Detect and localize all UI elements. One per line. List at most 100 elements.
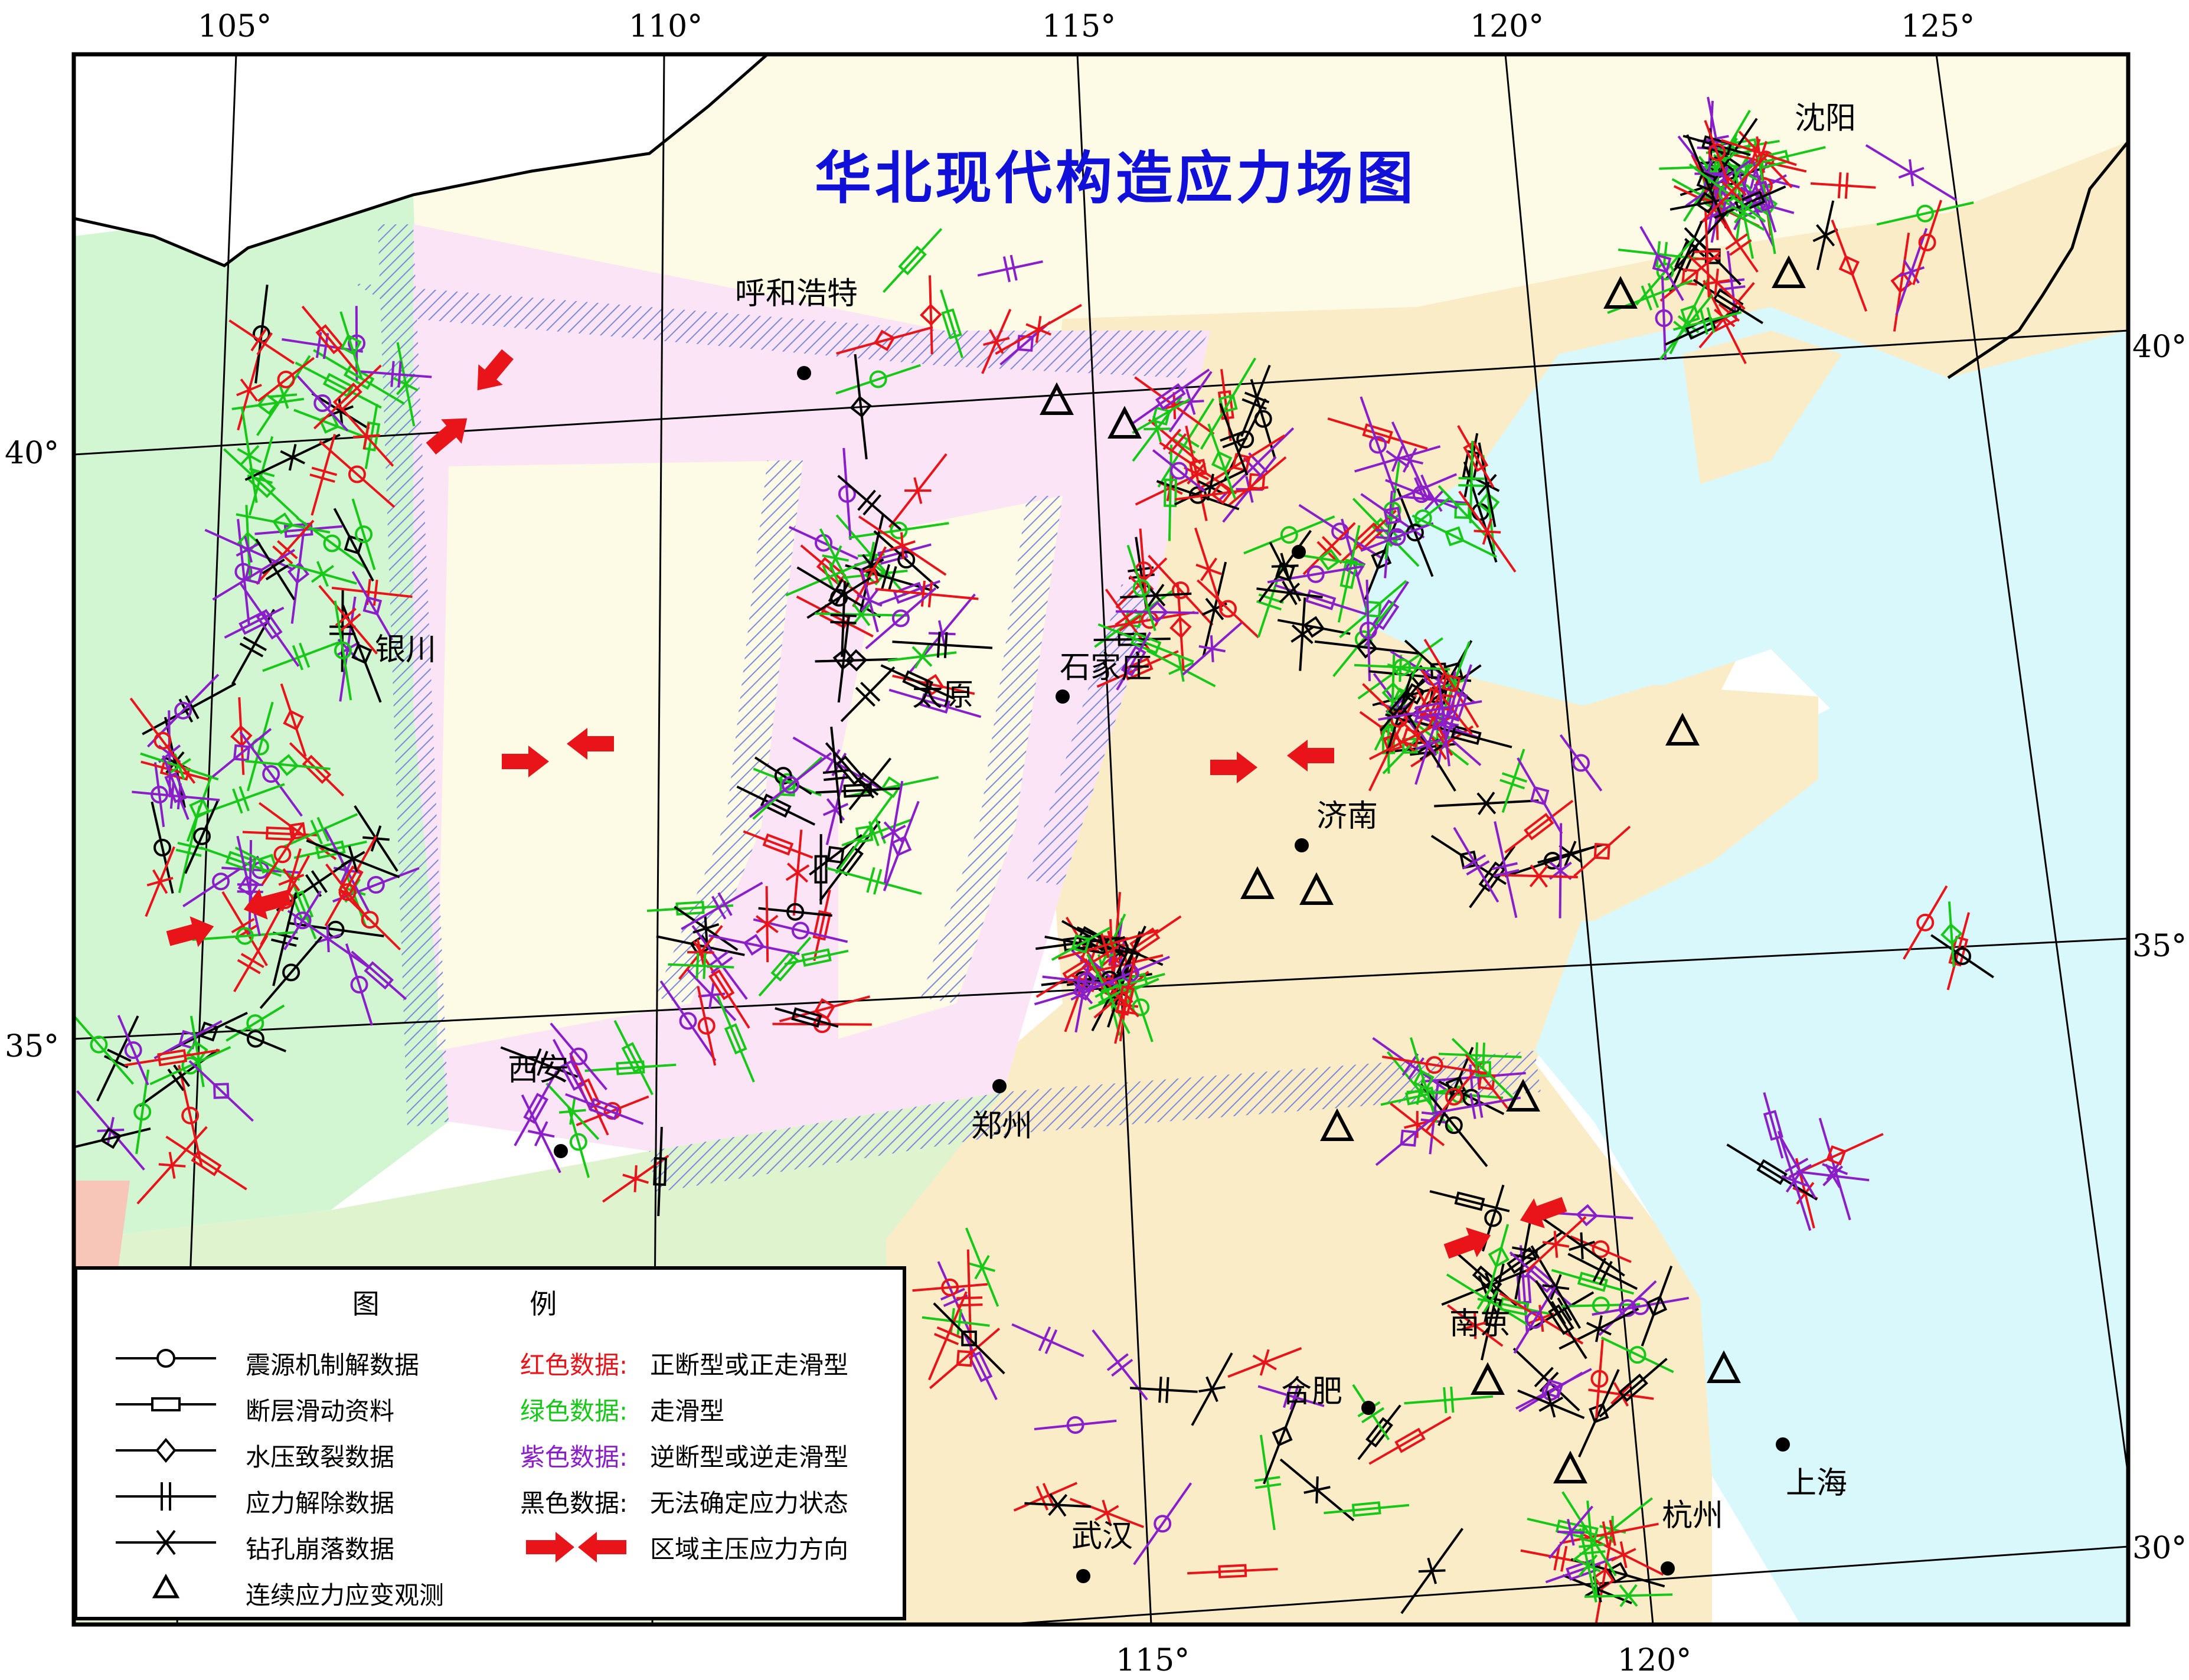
stress-symbol	[287, 910, 369, 968]
stress-symbol	[837, 475, 901, 531]
stress-symbol	[1424, 1060, 1484, 1133]
stress-symbol	[1686, 134, 1727, 228]
stress-symbol	[1191, 1352, 1233, 1426]
stress-symbol	[880, 664, 955, 700]
compression-arrow	[567, 728, 614, 760]
stress-symbol	[1372, 1037, 1455, 1096]
stress-symbol	[806, 576, 871, 619]
stress-symbol	[1148, 554, 1214, 626]
stress-symbol	[840, 666, 896, 723]
stress-symbol	[319, 440, 396, 508]
stress-symbol	[255, 538, 296, 600]
stress-symbol	[708, 934, 800, 956]
stress-symbol	[1548, 1505, 1594, 1559]
compression-arrow	[243, 888, 292, 920]
stress-symbol	[1763, 1092, 1784, 1159]
legend-color-key-green: 绿色数据:	[520, 1397, 628, 1426]
stress-symbol	[785, 829, 810, 916]
legend-label: 应力解除数据	[246, 1489, 395, 1518]
stress-symbol	[819, 528, 852, 588]
stress-symbol	[1240, 364, 1271, 437]
stress-symbol	[1290, 597, 1315, 671]
stress-symbol	[892, 631, 993, 658]
stress-symbol	[1579, 1501, 1606, 1598]
stress-symbol	[830, 581, 857, 657]
stress-symbol	[1227, 456, 1287, 507]
stress-symbol	[334, 600, 352, 701]
stress-symbol	[1420, 1083, 1488, 1168]
stress-symbol	[857, 568, 883, 633]
stress-symbol	[1499, 749, 1527, 813]
city-dot	[992, 1079, 1007, 1093]
stress-symbol	[1414, 704, 1443, 785]
stress-symbol	[1517, 1389, 1585, 1419]
map-legend: 图 例 震源机制解数据 断层滑动资料 水压致裂数据 应力解除数据 钻孔崩落数据 …	[74, 1266, 906, 1620]
stress-symbol	[850, 354, 872, 460]
stress-symbol	[288, 561, 357, 587]
stress-symbol	[256, 519, 315, 585]
map-frame	[71, 52, 2131, 1627]
stress-symbol	[659, 980, 717, 1062]
mongolia-region	[74, 54, 767, 266]
boundary-hatch	[1027, 584, 1157, 885]
regional-stress-arrows	[166, 349, 1567, 1259]
stress-symbol	[1182, 622, 1243, 676]
stress-symbol	[691, 925, 748, 1000]
stress-symbol	[236, 512, 331, 535]
city-shenyang: 沈阳	[1795, 101, 1856, 136]
stress-symbol	[224, 606, 285, 639]
rectangle-line-symbol	[116, 1397, 216, 1411]
stress-symbol	[1051, 927, 1110, 961]
stress-symbol	[933, 1302, 1005, 1375]
stress-symbol	[301, 305, 358, 373]
stress-symbol	[1731, 166, 1756, 259]
legend-label: 震源机制解数据	[246, 1351, 420, 1380]
triangle-station	[1665, 712, 1700, 746]
stress-symbol	[1726, 1143, 1818, 1201]
triangle-station	[1506, 1078, 1540, 1112]
city-hefei: 合肥	[1281, 1374, 1342, 1410]
stress-symbol	[681, 881, 763, 930]
city-dot	[1076, 1569, 1090, 1583]
stress-symbol	[1796, 1163, 1870, 1188]
stress-symbol	[1499, 864, 1578, 888]
stress-symbol	[1831, 219, 1868, 312]
city-yinchuan: 银川	[375, 632, 436, 668]
stress-symbol	[1655, 276, 1673, 361]
stress-symbol	[351, 571, 393, 641]
stress-symbol	[1590, 1339, 1609, 1418]
compression-arrow	[166, 916, 214, 947]
stress-symbol	[1207, 423, 1236, 499]
stress-symbol	[779, 995, 871, 1022]
legend-title: 图 例	[352, 1288, 628, 1320]
triangle-station	[1107, 406, 1142, 439]
legend-label: 水压致裂数据	[246, 1443, 395, 1472]
stress-symbol	[553, 1038, 593, 1112]
stress-symbol	[565, 1093, 644, 1125]
stress-symbol	[211, 728, 272, 778]
legend-symbol-column	[116, 1349, 216, 1599]
stress-symbol	[186, 775, 213, 842]
stress-symbol	[999, 321, 1051, 366]
stress-symbol	[132, 782, 220, 810]
stress-symbol	[1810, 172, 1876, 199]
stress-symbol	[259, 936, 323, 1009]
stress-symbol	[613, 1020, 654, 1096]
stress-symbol	[1412, 514, 1497, 558]
stress-symbol	[351, 498, 376, 570]
stress-symbol	[1718, 216, 1759, 273]
stress-symbol	[1187, 1564, 1278, 1578]
stress-symbol	[826, 867, 922, 895]
stress-symbol	[1375, 1110, 1442, 1166]
city-xian: 西安	[508, 1053, 569, 1088]
legend-color-key-purple: 紫色数据:	[520, 1443, 628, 1472]
lon-label-105: 105°	[198, 9, 272, 44]
compression-arrow	[477, 349, 514, 391]
stress-symbol	[204, 528, 292, 570]
compression-arrow	[1287, 740, 1334, 772]
stress-symbol	[1243, 515, 1335, 555]
stress-symbol	[927, 1291, 968, 1381]
stress-symbol	[1669, 191, 1744, 214]
legend-color-label: 走滑型	[650, 1397, 725, 1426]
